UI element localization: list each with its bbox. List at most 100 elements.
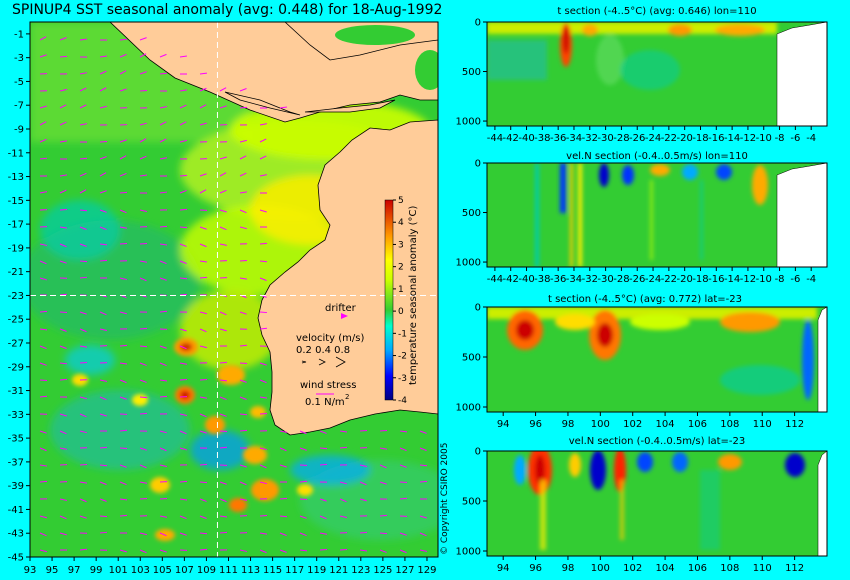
vector-arrow xyxy=(59,260,67,264)
vector-arrow xyxy=(219,172,227,177)
section-x-tick-label: 102 xyxy=(623,563,642,574)
vector-arrow xyxy=(379,481,387,485)
lesser-sunda xyxy=(304,99,396,113)
map-y-tick-label: -41 xyxy=(8,505,24,516)
vector-arrow xyxy=(399,497,408,500)
vector-arrow xyxy=(199,413,207,418)
section-x-tick-label: -6 xyxy=(790,133,800,144)
vector-arrow xyxy=(259,396,267,399)
vector-arrow xyxy=(219,361,228,364)
vector-arrow xyxy=(199,548,208,551)
vector-arrow xyxy=(299,480,308,483)
vector-arrow xyxy=(139,362,147,366)
vector-arrow xyxy=(179,139,187,143)
map-y-tick-label: -37 xyxy=(8,457,24,468)
vector-arrow xyxy=(39,54,47,58)
map-field xyxy=(30,22,438,557)
vector-arrow xyxy=(379,549,387,553)
vector-arrow xyxy=(159,515,167,518)
vector-arrow xyxy=(179,345,187,350)
vector-arrow xyxy=(199,243,207,248)
vector-arrow xyxy=(279,549,287,553)
vector-arrow xyxy=(59,121,67,126)
vector-arrow xyxy=(159,464,167,468)
colorbar-tick-label: 3 xyxy=(398,240,404,250)
vector-arrow xyxy=(39,362,47,366)
map-x-tick-label: 111 xyxy=(219,565,238,576)
vector-arrow xyxy=(59,345,67,349)
vector-arrow xyxy=(139,464,147,469)
vector-arrow xyxy=(39,480,48,483)
section-x-tick-label: -32 xyxy=(582,133,598,144)
vector-arrow xyxy=(239,139,247,143)
section-x-tick-label: -8 xyxy=(775,274,785,285)
vector-arrow xyxy=(259,327,268,330)
vector-arrow xyxy=(239,344,248,347)
section-x-tick-label: 100 xyxy=(591,419,610,430)
vector-arrow xyxy=(219,531,228,534)
vector-arrow xyxy=(139,138,147,143)
vector-arrow xyxy=(239,209,247,214)
vector-arrow xyxy=(219,189,227,194)
map-x-tick-label: 119 xyxy=(307,565,326,576)
vector-arrow xyxy=(99,105,107,109)
vector-arrow xyxy=(419,532,427,537)
vector-arrow xyxy=(339,481,347,485)
vector-arrow xyxy=(159,447,167,452)
section-x-tick-label: -40 xyxy=(518,274,534,285)
vector-arrow xyxy=(59,413,67,417)
vector-arrow xyxy=(419,430,427,434)
vector-arrow xyxy=(319,447,328,450)
map-y-axis: -1 -3 -5 -7 -9 -11 -13 -15 -17 -19 -21 -23 -25 -27 -29… xyxy=(8,29,30,564)
vector-arrow xyxy=(99,55,107,58)
vector-arrow xyxy=(279,430,287,433)
vector-arrow xyxy=(379,447,387,450)
vector-arrow xyxy=(299,549,308,552)
vector-arrow xyxy=(159,345,167,349)
vector-arrow xyxy=(159,532,167,537)
vector-arrow xyxy=(119,191,128,194)
section-x-tick-label: -40 xyxy=(518,133,534,144)
colorbar-tick-label: 0 xyxy=(398,307,404,317)
vector-arrow xyxy=(199,122,207,126)
vector-arrow xyxy=(259,532,267,535)
vector-arrow xyxy=(79,209,88,212)
vector-arrow xyxy=(79,463,88,466)
section1-land xyxy=(776,22,827,126)
map-x-tick-label: 127 xyxy=(395,565,414,576)
section2-field xyxy=(487,163,827,267)
vector-arrow xyxy=(259,174,267,177)
vector-arrow xyxy=(139,155,147,160)
vector-arrow xyxy=(119,396,127,400)
vector-arrow xyxy=(139,412,148,415)
vector-arrow xyxy=(139,532,147,536)
vector-arrow xyxy=(419,480,428,483)
vector-arrow xyxy=(219,105,227,109)
vector-arrow xyxy=(39,345,47,350)
vector-arrow xyxy=(199,104,207,109)
vector-arrow xyxy=(219,498,227,503)
colorbar-tick-label: 1 xyxy=(398,285,404,295)
vector-arrow xyxy=(119,226,127,229)
vector-arrow xyxy=(79,328,87,333)
section-y-tick-label: 500 xyxy=(462,208,481,219)
vector-arrow xyxy=(139,53,147,58)
map-y-tick-label: -43 xyxy=(8,529,24,540)
section-x-tick-label: -30 xyxy=(597,274,613,285)
section-y-tick-label: 500 xyxy=(462,67,481,78)
inland-sea-patches xyxy=(335,25,438,90)
vector-arrow xyxy=(119,498,128,501)
vector-arrow xyxy=(419,447,427,451)
section-x-tick-label: -32 xyxy=(582,274,598,285)
map-y-tick-label: -45 xyxy=(8,553,24,564)
section-x-tick-label: -38 xyxy=(534,133,550,144)
vector-arrow xyxy=(399,464,407,468)
vector-arrow xyxy=(119,464,127,468)
section-x-tick-label: 96 xyxy=(529,563,542,574)
vector-arrow xyxy=(139,345,148,348)
vector-arrow xyxy=(179,532,187,536)
vector-arrow xyxy=(79,260,88,263)
vector-arrow xyxy=(179,430,187,435)
vector-arrow xyxy=(179,208,188,211)
